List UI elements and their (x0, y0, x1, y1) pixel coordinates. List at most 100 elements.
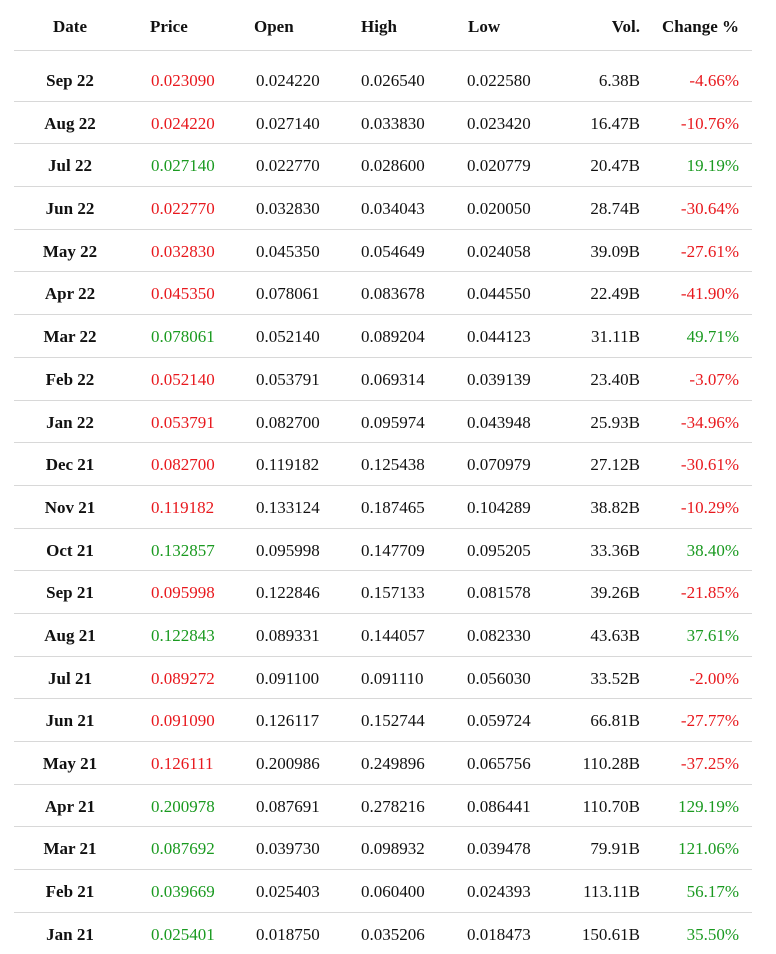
cell-open: 0.091100 (256, 668, 320, 688)
cell-price: 0.032830 (151, 241, 215, 261)
cell-volume: 79.91B (590, 839, 640, 859)
cell-date: May 21 (42, 754, 98, 773)
cell-price: 0.022770 (151, 199, 215, 219)
cell-price: 0.200978 (151, 796, 215, 816)
cell-price: 0.078061 (151, 327, 215, 347)
cell-high: 0.147709 (361, 540, 425, 560)
cell-price: 0.045350 (151, 284, 215, 304)
cell-low: 0.065756 (467, 754, 531, 773)
historical-data-table: Date Price Open High Low Vol. Change % S… (14, 0, 752, 954)
table-row: Aug 22 0.024220 0.027140 0.033830 0.023420 16… (14, 102, 752, 145)
cell-volume: 16.47B (590, 113, 640, 133)
cell-date: Jun 22 (45, 199, 95, 219)
cell-volume: 43.63B (590, 625, 640, 645)
cell-high: 0.028600 (361, 156, 425, 176)
cell-low: 0.043948 (467, 412, 531, 432)
cell-date: Aug 22 (44, 113, 96, 133)
cell-price: 0.052140 (151, 369, 215, 389)
cell-price: 0.025401 (151, 924, 215, 944)
cell-volume: 113.11B (583, 882, 640, 902)
cell-open: 0.039730 (256, 839, 320, 859)
cell-low: 0.095205 (467, 540, 531, 560)
cell-volume: 66.81B (590, 711, 640, 731)
cell-low: 0.023420 (467, 113, 531, 133)
cell-volume: 110.28B (582, 754, 640, 773)
cell-price: 0.087692 (151, 839, 215, 859)
cell-volume: 25.93B (590, 412, 640, 432)
cell-open: 0.119182 (256, 455, 320, 475)
cell-price: 0.095998 (151, 583, 215, 603)
cell-volume: 150.61B (581, 924, 640, 944)
cell-low: 0.039139 (467, 369, 531, 389)
cell-open: 0.022770 (256, 156, 320, 176)
cell-volume: 23.40B (590, 369, 640, 389)
cell-change-percent: -3.07% (689, 369, 739, 389)
cell-low: 0.044123 (467, 327, 531, 347)
cell-volume: 31.11B (591, 327, 640, 347)
cell-high: 0.060400 (361, 882, 425, 902)
table-row: Dec 21 0.082700 0.119182 0.125438 0.070979 27… (14, 443, 752, 486)
cell-open: 0.122846 (256, 583, 320, 603)
cell-change-percent: -10.29% (680, 497, 739, 517)
cell-change-percent: -30.61% (680, 455, 739, 475)
cell-volume: 33.52B (590, 668, 640, 688)
cell-low: 0.024058 (467, 241, 531, 261)
cell-high: 0.054649 (361, 241, 425, 261)
table-row: Apr 21 0.200978 0.087691 0.278216 0.086441 11… (14, 785, 752, 828)
column-header-high[interactable]: High (361, 17, 397, 36)
cell-open: 0.078061 (256, 284, 320, 304)
cell-date: Feb 22 (45, 369, 95, 389)
cell-date: Mar 21 (43, 839, 97, 859)
column-header-change-percent[interactable]: Change % (662, 17, 739, 36)
table-row: Sep 21 0.095998 0.122846 0.157133 0.081578 39… (14, 571, 752, 614)
column-header-date[interactable]: Date (53, 17, 87, 36)
cell-open: 0.133124 (256, 497, 320, 517)
cell-date: May 22 (42, 241, 98, 261)
cell-date: Nov 21 (44, 497, 96, 517)
cell-volume: 38.82B (590, 497, 640, 517)
cell-open: 0.024220 (256, 71, 320, 90)
table-row: Oct 21 0.132857 0.095998 0.147709 0.095205 33… (14, 529, 752, 572)
cell-high: 0.125438 (361, 455, 425, 475)
column-header-low[interactable]: Low (468, 17, 501, 36)
cell-date: Aug 21 (44, 625, 96, 645)
cell-open: 0.018750 (256, 924, 320, 944)
cell-date: Jul 22 (48, 156, 92, 176)
cell-high: 0.157133 (361, 583, 425, 603)
cell-change-percent: -2.00% (689, 668, 739, 688)
cell-price: 0.024220 (151, 113, 215, 133)
cell-change-percent: -27.61% (680, 241, 739, 261)
table-row: Feb 21 0.039669 0.025403 0.060400 0.024393 11… (14, 870, 752, 913)
table-row: Jun 22 0.022770 0.032830 0.034043 0.020050 28… (14, 187, 752, 230)
cell-price: 0.023090 (151, 71, 215, 90)
table-row: Jan 22 0.053791 0.082700 0.095974 0.043948 25… (14, 401, 752, 444)
cell-open: 0.087691 (256, 796, 320, 816)
table-row: May 22 0.032830 0.045350 0.054649 0.024058 39… (14, 230, 752, 273)
cell-date: Jul 21 (48, 668, 92, 688)
cell-low: 0.081578 (467, 583, 531, 603)
cell-high: 0.091110 (361, 668, 424, 688)
column-header-open[interactable]: Open (254, 17, 294, 36)
cell-low: 0.082330 (467, 625, 531, 645)
cell-volume: 33.36B (590, 540, 640, 560)
cell-open: 0.053791 (256, 369, 320, 389)
cell-open: 0.052140 (256, 327, 320, 347)
cell-high: 0.089204 (361, 327, 425, 347)
cell-low: 0.086441 (467, 796, 531, 816)
cell-date: Feb 21 (45, 882, 95, 902)
cell-change-percent: 19.19% (686, 156, 739, 176)
cell-open: 0.200986 (256, 754, 320, 773)
cell-high: 0.033830 (361, 113, 425, 133)
cell-change-percent: 35.50% (686, 924, 739, 944)
column-header-price[interactable]: Price (150, 17, 188, 36)
table-body: Sep 22 0.023090 0.024220 0.026540 0.022580 6.… (14, 59, 752, 954)
cell-open: 0.089331 (256, 625, 320, 645)
table-row: Mar 22 0.078061 0.052140 0.089204 0.044123 31… (14, 315, 752, 358)
cell-low: 0.056030 (467, 668, 531, 688)
cell-date: Dec 21 (45, 455, 95, 475)
column-header-volume[interactable]: Vol. (611, 17, 640, 36)
cell-price: 0.091090 (151, 711, 215, 731)
cell-change-percent: -30.64% (680, 199, 739, 219)
cell-open: 0.025403 (256, 882, 320, 902)
cell-low: 0.039478 (467, 839, 531, 859)
